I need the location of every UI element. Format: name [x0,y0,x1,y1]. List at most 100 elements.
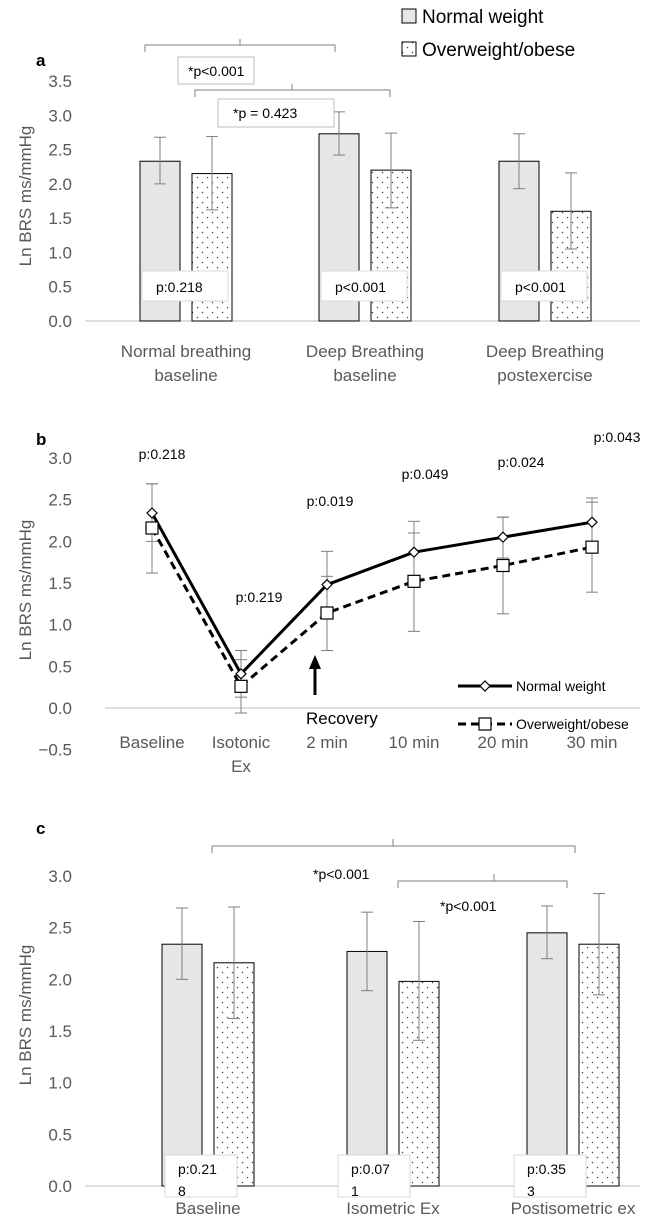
panel-b-marker-overweight [234,679,248,693]
panel-a-bracket-2 [194,84,391,97]
panel-c-p-label: 3 [527,1183,535,1199]
panel-c-y-tick: 1.0 [48,1074,72,1093]
panel-c-p-label-box [513,1154,587,1198]
panel-c-y-tick: 1.5 [48,1022,72,1041]
panel-c-bracket-1-label: *p<0.001 [313,866,370,882]
panel-b-y-tick: 2.0 [48,532,72,551]
panel-c-brackets: *p<0.001 *p<0.001 [211,839,576,914]
panel-c-bar-normal [161,943,203,1187]
panel-a-p-label: p<0.001 [335,279,386,295]
panel-b-x-tick: 20 min [477,733,528,752]
panel-b-p-label: p:0.019 [307,493,354,509]
panel-a-bracket-1 [144,39,336,52]
panel-a-chart: 0.0 0.5 1.0 1.5 2.0 2.5 3.0 3.5 Normal breathing… [48,72,640,385]
recovery-annotation: Recovery [306,655,378,728]
panel-b-y-tick: 0.0 [48,699,72,718]
panel-a-p-label-box [500,270,588,302]
panel-a-brackets: *p<0.001 *p = 0.423 [144,39,391,128]
panel-a-x-tick: Deep Breathing [486,342,604,361]
legend-label-normal: Normal weight [422,7,544,28]
panel-a-bracket-1-box [177,56,255,85]
legend-swatch-normal [401,8,417,24]
panel-a-bracket-2-label: *p = 0.423 [233,105,297,121]
panel-b-y-tick: −0.5 [38,741,72,760]
panel-a-y-axis-title: Ln BRS ms/mmHg [16,126,35,267]
panel-a-x-tick: postexercise [497,366,592,385]
panel-b-marker-normal [235,667,247,680]
panel-b-marker-overweight [585,540,599,554]
panel-c-y-tick: 0.5 [48,1125,72,1144]
panel-b-p-label: p:0.218 [139,446,186,462]
panel-a-bracket-1-label: *p<0.001 [188,63,245,79]
panel-b-p-label: p:0.219 [236,589,283,605]
panel-b-marker-overweight [145,521,159,535]
panel-a-p-label: p:0.218 [156,279,203,295]
panel-letter-a: a [36,51,46,70]
panel-a-p-label-box [320,270,408,302]
line-legend-normal-label: Normal weight [516,678,606,694]
panel-a-x-tick: baseline [333,366,396,385]
panel-letter-c: c [36,819,45,838]
panel-b-y-tick: 2.5 [48,491,72,510]
panel-a-y-tick: 1.5 [48,209,72,228]
panel-c-p-label: p:0.21 [178,1161,217,1177]
panel-c-x-tick: Postisometric ex [511,1199,636,1218]
panel-b-marker-overweight [320,606,334,620]
recovery-arrow-head [309,655,321,669]
panel-a-p-label: p<0.001 [515,279,566,295]
panel-a-x-tick: Deep Breathing [306,342,424,361]
panel-b-line-overweight [150,527,593,689]
panel-b-p-label: p:0.024 [498,454,545,470]
panel-b-x-tick: 30 min [566,733,617,752]
panel-a-y-tick: 3.5 [48,72,72,91]
panel-c-p-label: p:0.35 [527,1161,566,1177]
panel-a-y-tick: 2.5 [48,141,72,160]
panel-b-marker-normal [497,531,509,544]
panel-c-bracket-2 [397,874,568,888]
panel-b-y-tick: 1.5 [48,574,72,593]
panel-b-marker-normal [408,546,420,559]
panel-a-y-tick: 2.0 [48,175,72,194]
panel-b-marker-overweight [496,558,510,573]
panel-b-x-tick: Ex [231,757,251,776]
panel-b-p-label: p:0.049 [402,466,449,482]
panel-a-bracket-2-box [217,98,335,128]
panel-b-x-tick: 2 min [306,733,348,752]
line-legend-overweight-marker [478,717,492,731]
panel-c-y-tick: 3.0 [48,867,72,886]
panel-b-marker-normal [321,578,333,591]
legend-label-overweight: Overweight/obese [422,40,575,61]
panel-a-x-tick: Normal breathing [121,342,251,361]
panel-c-p-label-box [337,1154,411,1198]
panel-c-y-tick: 0.0 [48,1177,72,1196]
panel-a-y-tick: 0.5 [48,278,72,297]
panel-c-p-label: 8 [178,1183,186,1199]
panel-c-y-tick: 2.0 [48,970,72,989]
panel-b-y-tick: 1.0 [48,616,72,635]
panel-b-y-tick: 0.5 [48,657,72,676]
panel-c-p-label: p:0.07 [351,1161,390,1177]
panel-c-x-tick: Baseline [175,1199,240,1218]
panel-b-marker-overweight [407,574,421,588]
panel-b-chart: −0.5 0.0 0.5 1.0 1.5 2.0 2.5 3.0 Baseline Isotoni… [38,429,640,776]
panel-c-bracket-1 [211,839,576,853]
panel-b-p-label: p:0.043 [594,429,641,445]
panel-a-y-tick: 0.0 [48,312,72,331]
panel-a-x-tick: baseline [154,366,217,385]
panel-b-y-axis-title: Ln BRS ms/mmHg [16,520,35,661]
legend: Normal weight Overweight/obese [401,7,575,61]
panel-b-marker-normal [586,516,598,529]
recovery-label: Recovery [306,709,378,728]
panel-letter-b: b [36,430,46,449]
panel-a-p-label-box [141,270,229,302]
panel-c-x-tick: Isometric Ex [346,1199,440,1218]
panel-b-x-tick: Isotonic [212,733,271,752]
panel-c-y-axis-title: Ln BRS ms/mmHg [16,945,35,1086]
panel-c-p-label-box [164,1154,238,1198]
panel-b-x-tick: 10 min [388,733,439,752]
panel-c-p-label: 1 [351,1183,359,1199]
panel-c-y-tick: 2.5 [48,919,72,938]
panel-b-line-legend: Normal weight Overweight/obese [458,678,629,732]
